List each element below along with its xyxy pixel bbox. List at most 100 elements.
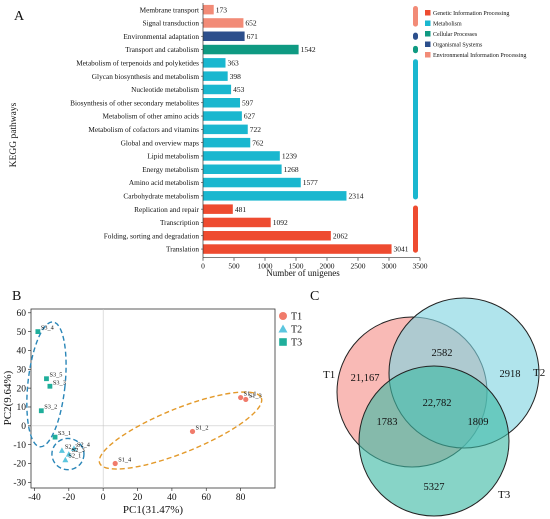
point-label: S3_3 [53,379,66,386]
category-label: Membrane transport [140,5,199,14]
x-tick-label: 2000 [320,262,335,271]
group-indicator-bar [413,59,418,200]
category-label: Replication and repair [134,205,199,214]
point-label: S2_3 [72,447,85,454]
point-label: S1_2 [196,424,209,431]
panel-a-y-axis-label: KEGG pathways [9,102,19,167]
bar [203,177,301,188]
bar [203,58,226,68]
data-point [238,394,244,401]
bar-value-label: 173 [216,5,228,14]
panel-a-bars [203,4,392,254]
bar [203,231,331,241]
venn-region-count: 22,782 [423,398,452,409]
bar-value-label: 671 [247,32,258,41]
bar [203,98,241,108]
category-label: Nucleotide metabolism [131,85,199,94]
legend-marker [279,338,287,346]
point-label: S3_1 [58,430,71,437]
bar-value-label: 597 [242,98,254,107]
panel-a-value-labels: 173 652 671 1542 363 398 453 597 627 722 762 1239 12… [216,5,409,253]
venn-region-count: 1783 [377,417,398,428]
x-tick-label: 1000 [258,262,273,271]
bar [203,217,271,228]
bar-value-label: 1542 [301,45,316,54]
x-tick-label: 2500 [351,262,366,271]
y-tick-label: 40 [17,347,27,357]
venn-set-label: T3 [498,489,511,501]
panel-b-points [35,329,249,467]
y-tick-label: -10 [13,441,26,451]
category-label: Transcription [160,218,199,227]
group-indicator-bar [413,32,418,40]
legend-marker [278,324,288,333]
venn-region-count: 2582 [432,348,453,359]
bar-value-label: 762 [252,138,264,147]
category-label: Biosynthesis of other secondary metaboli… [70,98,199,107]
bar [203,151,280,161]
group-indicator-bar [413,6,418,27]
data-point [70,445,77,451]
legend-label: T3 [291,338,302,349]
data-point [52,434,58,440]
category-label: Transport and catabolism [125,45,199,54]
venn-region-count: 1809 [468,417,489,428]
panel-b-y-axis-label: PC2(9.64%) [2,370,14,425]
legend-label: Genetic Information Processing [433,10,509,17]
bar [203,204,233,214]
panel-a-letter: A [14,9,25,24]
panel-b-point-labels: S1_1 S1_2 S1_3 S1_4 S2_1 S2_2S2_3S2_4 S3_1 S3_2… [41,325,262,464]
panel-b-x-axis-label: PC1(31.47%) [123,504,184,516]
panel-a-legend: Genetic Information Processing Metabolism… [425,10,526,59]
data-point [58,447,65,453]
bar-value-label: 652 [245,19,257,28]
panel-b-letter: B [12,289,21,304]
bar-value-label: 627 [244,112,256,121]
y-tick-label: -20 [13,460,26,470]
x-tick-label: 40 [167,493,177,503]
data-point [38,408,44,414]
category-label: Metabolism of other amino acids [103,112,200,121]
panel-c-letter: C [310,289,319,304]
point-label: S3_2 [44,404,57,411]
x-tick-label: -40 [28,493,41,503]
bar-value-label: 398 [230,72,242,81]
venn-circle [358,365,510,517]
bar-value-label: 2314 [348,191,363,200]
category-label: Translation [166,245,199,254]
point-label: S2_1 [68,453,81,460]
panel-a-bar-chart: A KEGG pathways Number of unigenes 0 500 1… [9,3,526,278]
bar [203,124,248,135]
panel-b-group-ellipses [26,321,263,471]
x-tick-label: 3500 [413,262,428,271]
category-label: Energy metabolism [142,165,199,174]
bar [203,191,347,201]
data-point [243,396,249,403]
bar [203,84,232,95]
point-label: S1_1 [244,391,257,398]
category-label: Amino acid metabolism [129,178,199,187]
bar-value-label: 363 [228,58,240,67]
bar [203,71,228,81]
legend-label: Organismal Systems [433,43,483,49]
x-tick-label: 500 [228,262,240,271]
data-point [65,451,72,457]
point-label: S1_3 [249,392,262,399]
data-point [44,376,49,382]
x-tick-label: 1500 [289,262,304,271]
panel-b-legend: T1 T2 T3 [278,312,302,349]
bar [203,164,282,174]
bar [203,111,242,121]
bar [203,31,245,41]
y-tick-label: 30 [17,365,27,375]
bar-value-label: 2062 [333,231,348,240]
legend-swatch [425,20,431,26]
bar-value-label: 1239 [282,152,297,161]
legend-swatch [425,52,431,58]
bar-value-label: 722 [250,125,262,134]
x-tick-label: 20 [133,493,143,503]
venn-region-count: 5327 [424,482,445,493]
group-indicator-bar [413,205,418,253]
category-label: Folding, sorting and degradation [104,231,200,240]
